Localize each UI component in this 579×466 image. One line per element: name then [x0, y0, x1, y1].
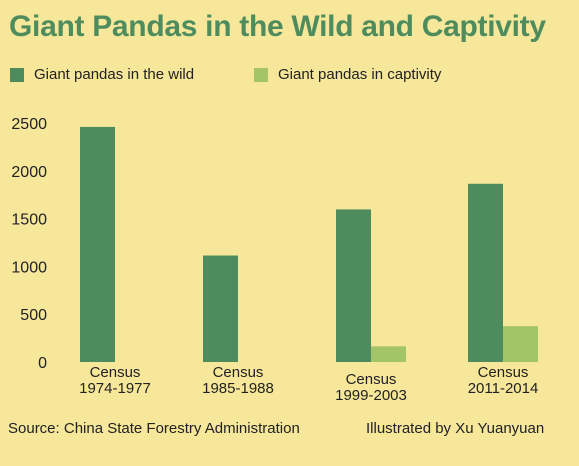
x-category-label-line: 1974-1977	[79, 380, 151, 397]
x-category-label-line: Census	[213, 364, 264, 381]
legend-item-wild: Giant pandas in the wild	[10, 66, 194, 83]
x-category-label: Census 1985-1988	[202, 364, 274, 397]
y-tick-label: 1000	[11, 259, 47, 276]
legend-swatch-captivity	[254, 67, 268, 82]
x-category-label-line: Census	[90, 364, 141, 381]
legend-label-captivity: Giant pandas in captivity	[278, 66, 442, 83]
x-category-label-line: 2011-2014	[468, 380, 539, 397]
y-tick-label: 500	[20, 307, 47, 324]
source-note: Source: China State Forestry Administrat…	[8, 420, 300, 437]
x-category-label: Census 1974-1977	[79, 364, 151, 397]
legend-item-captivity: Giant pandas in captivity	[254, 66, 441, 83]
y-tick-label: 2000	[11, 164, 47, 181]
bar-wild	[468, 183, 503, 362]
bar-wild	[203, 255, 238, 362]
bar-captivity	[371, 346, 406, 362]
illustrator-credit: Illustrated by Xu Yuanyuan	[366, 420, 545, 437]
x-category-label: Census 2011-2014	[468, 364, 539, 397]
bar-captivity	[503, 326, 538, 362]
x-category-label-line: Census	[478, 364, 529, 381]
x-category-label-line: 1985-1988	[202, 380, 274, 397]
x-category-label: Census 1999-2003	[335, 371, 407, 404]
x-category-label-line: 1999-2003	[335, 387, 407, 404]
x-category-label-line: Census	[346, 371, 397, 388]
bar-wild	[80, 126, 115, 362]
legend-label-wild: Giant pandas in the wild	[34, 66, 195, 83]
chart-title: Giant Pandas in the Wild and Captivity	[9, 10, 546, 43]
bar-wild	[336, 209, 371, 362]
legend-swatch-wild	[10, 67, 24, 82]
y-tick-label: 0	[38, 355, 47, 372]
y-tick-label: 1500	[11, 212, 47, 229]
y-tick-label: 2500	[11, 116, 47, 133]
